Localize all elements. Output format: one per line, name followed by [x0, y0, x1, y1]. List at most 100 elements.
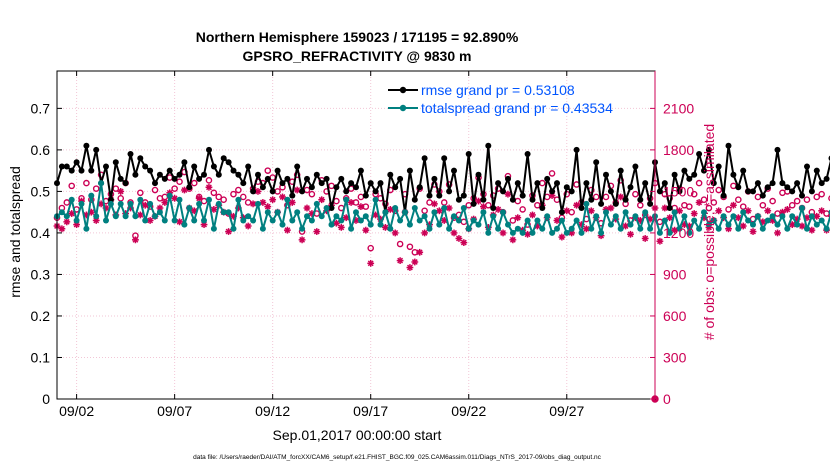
obs-possible-point: [406, 243, 414, 251]
series-point-spread: [206, 196, 212, 203]
series-point-rmse: [58, 163, 65, 170]
series-point-spread: [637, 225, 644, 232]
series-point-spread: [598, 229, 605, 236]
series-point-rmse: [558, 209, 565, 216]
series-point-rmse: [568, 188, 575, 195]
y2-tick-label: 1500: [663, 183, 694, 199]
series-point-rmse: [397, 175, 404, 182]
obs-possible-point: [190, 179, 198, 187]
obs-possible-point: [220, 196, 227, 204]
series-point-spread: [495, 225, 502, 232]
obs-possible-point: [788, 201, 796, 209]
obs-possible-point: [509, 217, 517, 224]
series-point-spread: [416, 217, 423, 224]
obs-assimilated-point: [283, 226, 291, 234]
series-point-spread: [603, 209, 609, 216]
series-point-rmse: [132, 171, 139, 178]
obs-possible-point: [769, 197, 776, 205]
obs-possible-point: [166, 174, 174, 181]
series-point-spread: [176, 196, 183, 203]
obs-assimilated-point: [690, 210, 698, 217]
series-point-rmse: [544, 175, 551, 182]
obs-possible-point: [112, 185, 120, 192]
series-point-spread: [804, 225, 810, 232]
series-point-rmse: [284, 175, 291, 182]
series-point-spread: [529, 229, 536, 236]
obs-possible-point: [63, 199, 71, 206]
obs-possible-point: [818, 190, 825, 198]
series-point-rmse: [754, 180, 761, 187]
series-point-rmse: [573, 146, 580, 153]
series-point-rmse: [245, 163, 252, 170]
series-point-spread: [500, 209, 506, 216]
series-point-rmse: [455, 196, 462, 203]
obs-possible-point: [548, 170, 556, 177]
series-point-rmse: [83, 142, 90, 149]
obs-assimilated-point: [622, 222, 629, 230]
obs-possible-point: [823, 210, 830, 217]
series-point-spread: [681, 213, 688, 220]
obs-possible-point: [715, 186, 723, 194]
y2-tick-label: 900: [663, 266, 687, 282]
series-point-rmse: [250, 188, 257, 195]
obs-possible-point: [421, 207, 428, 215]
series-point-spread: [642, 209, 649, 216]
x-tick-label: 09/12: [255, 403, 290, 419]
obs-possible-point: [357, 193, 365, 201]
y-tick-label: 0.5: [31, 183, 51, 199]
series-point-rmse: [647, 200, 654, 207]
series-point-rmse: [161, 175, 168, 182]
series-point-spread: [769, 213, 776, 220]
series-point-spread: [279, 221, 286, 228]
series-point-rmse: [598, 200, 605, 207]
series-point-spread: [259, 225, 266, 232]
series-point-rmse: [759, 192, 766, 199]
series-point-rmse: [112, 159, 119, 166]
series-point-rmse: [637, 196, 644, 203]
series-point-rmse: [279, 180, 286, 187]
series-point-rmse: [142, 163, 149, 170]
obs-possible-point: [264, 167, 272, 174]
obs-assimilated-point: [288, 199, 296, 206]
series-point-rmse: [509, 196, 516, 203]
obs-possible-point: [68, 182, 76, 190]
series-point-rmse: [666, 205, 673, 211]
series-point-rmse: [392, 184, 399, 191]
obs-assimilated-point: [744, 207, 752, 215]
series-point-rmse: [441, 155, 448, 162]
series-point-rmse: [421, 155, 428, 162]
series-point-spread: [563, 229, 570, 236]
series-point-rmse: [460, 192, 467, 199]
series-point-rmse: [196, 175, 203, 182]
series-point-rmse: [191, 163, 198, 170]
series-point-rmse: [475, 171, 482, 178]
obs-possible-point: [739, 203, 747, 210]
obs-possible-point: [230, 190, 237, 198]
series-point-rmse: [705, 146, 712, 153]
obs-assimilated-point: [161, 199, 169, 206]
series-point-spread: [117, 200, 124, 207]
series-point-spread: [250, 217, 257, 224]
obs-assimilated-point: [58, 225, 66, 233]
series-point-rmse: [318, 180, 325, 187]
series-point-spread: [156, 209, 163, 216]
series-point-spread: [705, 221, 712, 228]
series-point-spread: [230, 225, 237, 232]
series-point-rmse: [701, 167, 707, 174]
series-point-spread: [617, 225, 624, 232]
chart-title: Northern Hemisphere 159023 / 171195 = 92…: [196, 29, 519, 45]
series-point-rmse: [387, 171, 394, 178]
series-point-rmse: [377, 180, 384, 187]
series-point-rmse: [725, 142, 732, 149]
y-tick-label: 0.4: [31, 225, 51, 241]
obs-assimilated-point: [455, 235, 463, 242]
series-point-rmse: [710, 180, 717, 187]
series-point-spread: [779, 213, 786, 220]
series-point-spread: [750, 221, 756, 228]
series-point-rmse: [73, 159, 80, 166]
obs-assimilated-point: [627, 230, 634, 238]
series-point-rmse: [514, 180, 521, 187]
obs-assimilated-point: [725, 225, 732, 233]
obs-assimilated-point: [715, 207, 723, 215]
series-point-rmse: [794, 180, 801, 187]
